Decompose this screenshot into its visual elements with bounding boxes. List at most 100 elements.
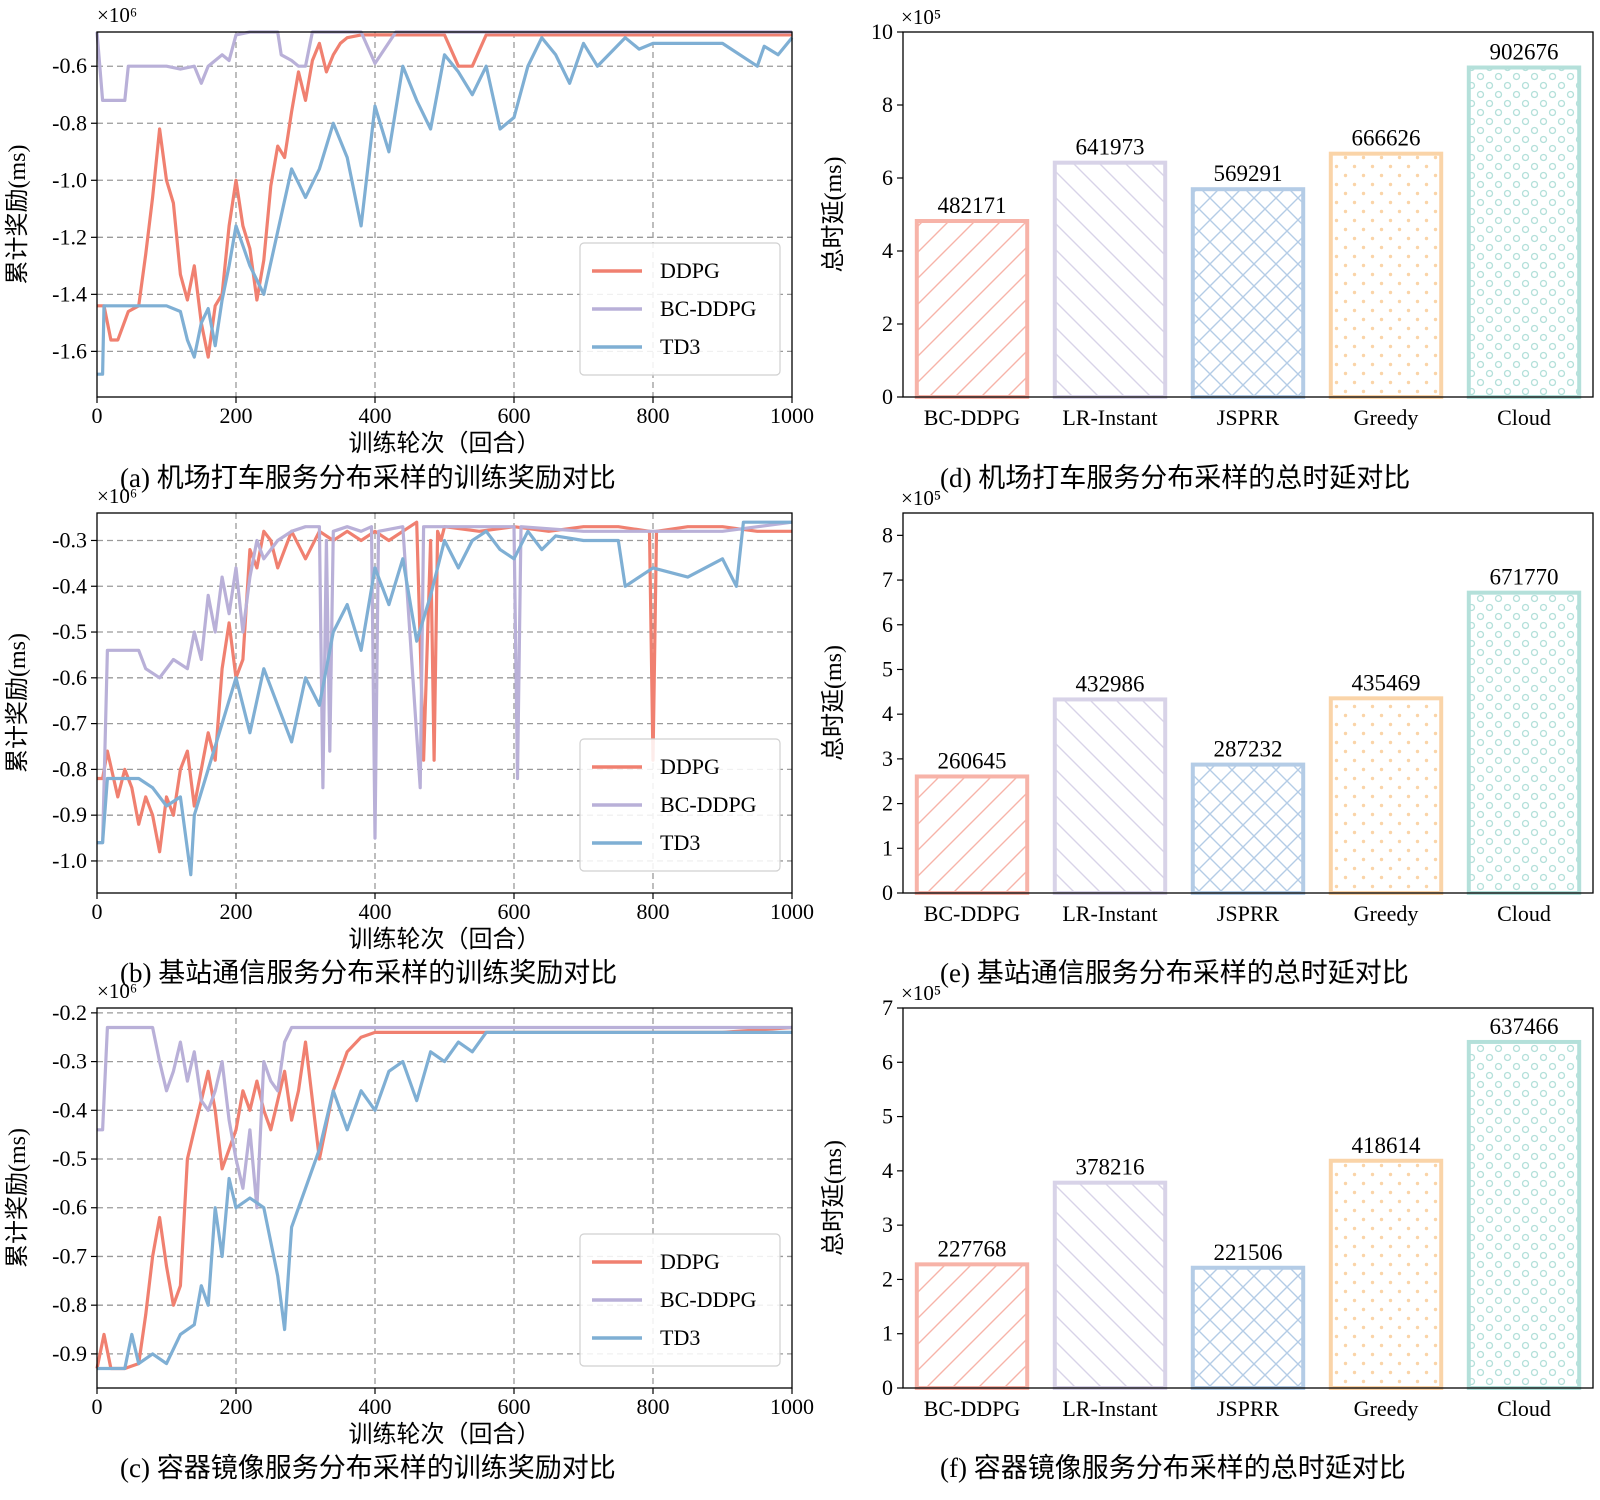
x-tick-label: 1000 — [770, 1394, 814, 1419]
y-tick-label: 6 — [882, 612, 893, 637]
x-tick-label: 600 — [498, 403, 531, 428]
y-tick-label: -0.9 — [52, 802, 87, 827]
x-category-label: JSPRR — [1217, 1396, 1280, 1421]
y-tick-label: 4 — [882, 238, 893, 263]
x-category-label: Cloud — [1497, 1396, 1551, 1421]
y-tick-label: 8 — [882, 522, 893, 547]
x-category-label: Greedy — [1354, 1396, 1419, 1421]
y-tick-label: -1.4 — [52, 281, 87, 306]
bar-jsprr — [1190, 187, 1306, 399]
legend-box — [579, 242, 781, 376]
scale-offset-label: ×10⁶ — [97, 3, 137, 27]
scale-offset-label: ×10⁵ — [901, 5, 941, 29]
x-tick-label: 200 — [220, 1394, 253, 1419]
bar-value-label: 569291 — [1214, 161, 1283, 186]
y-tick-label: 2 — [882, 1266, 893, 1291]
y-tick-label: 3 — [882, 746, 893, 771]
y-tick-label: -1.0 — [52, 167, 87, 192]
y-tick-label: -0.6 — [52, 665, 87, 690]
legend-label-ddpg: DDPG — [660, 258, 720, 283]
y-tick-label: -0.9 — [52, 1341, 87, 1366]
x-tick-label: 600 — [498, 1394, 531, 1419]
y-axis-label: 总时延(ms) — [820, 645, 847, 761]
plot-frame — [902, 1007, 1594, 1389]
x-tick-label: 0 — [92, 1394, 103, 1419]
y-tick-label: -0.8 — [52, 756, 87, 781]
bar-cloud — [1466, 590, 1582, 896]
y-tick-label: 7 — [882, 995, 893, 1020]
x-axis-label: 训练轮次（回合） — [349, 430, 541, 457]
bar-value-label: 902676 — [1490, 40, 1559, 65]
panel-a: (a) 机场打车服务分布采样的训练奖励对比 0 200 400 600 800 1000 -1… — [4, 3, 814, 493]
x-tick-label: 600 — [498, 899, 531, 924]
y-tick-label: -0.8 — [52, 110, 87, 135]
y-tick-label: -0.5 — [52, 619, 87, 644]
y-axis-label: 累计奖励(ms) — [4, 633, 31, 773]
scale-offset-label: ×10⁶ — [97, 484, 137, 508]
legend: DDPG BC-DDPG TD3 — [579, 738, 781, 872]
panel-caption: (c) 容器镜像服务分布采样的训练奖励对比 — [120, 1453, 616, 1483]
bar-greedy — [1328, 1158, 1444, 1391]
panel-caption: (d) 机场打车服务分布采样的总时延对比 — [940, 463, 1410, 493]
scale-offset-label: ×10⁵ — [901, 981, 941, 1005]
legend-label-bc-ddpg: BC-DDPG — [660, 1287, 757, 1312]
y-tick-label: -0.7 — [52, 1243, 87, 1268]
x-category-label: LR-Instant — [1062, 1396, 1157, 1421]
bar-value-label: 418614 — [1352, 1133, 1422, 1158]
y-tick-label: -0.5 — [52, 1146, 87, 1171]
y-tick-label: 4 — [882, 701, 893, 726]
bar-value-label: 641973 — [1076, 135, 1145, 160]
grid-lines — [97, 1008, 792, 1388]
legend-label-bc-ddpg: BC-DDPG — [660, 792, 757, 817]
y-tick-label: -1.2 — [52, 224, 87, 249]
legend: DDPG BC-DDPG TD3 — [579, 1233, 781, 1367]
x-category-label: BC-DDPG — [924, 405, 1021, 430]
y-tick-label: 0 — [882, 384, 893, 409]
series-line-td3 — [97, 1030, 792, 1371]
x-tick-label: 200 — [220, 899, 253, 924]
y-axis-label: 总时延(ms) — [820, 1140, 847, 1256]
x-category-label: JSPRR — [1217, 405, 1280, 430]
x-category-label: LR-Instant — [1062, 901, 1157, 926]
plot-frame — [96, 512, 793, 894]
plot-frame — [902, 31, 1594, 398]
bar-jsprr — [1190, 1265, 1306, 1391]
bar-value-label: 637466 — [1490, 1014, 1559, 1039]
y-tick-label: -0.4 — [52, 1097, 87, 1122]
x-category-label: Greedy — [1354, 405, 1419, 430]
plot-frame — [96, 31, 793, 398]
x-axis-label: 训练轮次（回合） — [349, 926, 541, 953]
series-line-ddpg — [97, 33, 792, 359]
x-tick-label: 400 — [359, 899, 392, 924]
legend-label-bc-ddpg: BC-DDPG — [660, 296, 757, 321]
x-category-label: Cloud — [1497, 405, 1551, 430]
y-tick-label: -0.7 — [52, 711, 87, 736]
y-tick-label: 6 — [882, 165, 893, 190]
x-tick-label: 0 — [92, 899, 103, 924]
bar-lr-instant — [1052, 160, 1168, 399]
series-line-bc-ddpg — [97, 1025, 792, 1210]
y-tick-label: 6 — [882, 1049, 893, 1074]
y-tick-label: 1 — [882, 835, 893, 860]
y-axis-label: 累计奖励(ms) — [4, 1128, 31, 1268]
x-category-label: Cloud — [1497, 901, 1551, 926]
y-tick-label: 8 — [882, 92, 893, 117]
panel-f: (f) 容器镜像服务分布采样的总时延对比 227768 BC-DDPG 378216 L… — [820, 981, 1594, 1483]
panel-c: (c) 容器镜像服务分布采样的训练奖励对比 0 200 400 600 800 1000 -0… — [4, 979, 814, 1483]
plot-frame — [96, 1007, 793, 1389]
y-tick-label: -0.3 — [52, 527, 87, 552]
x-tick-label: 400 — [359, 403, 392, 428]
bar-bc-ddpg — [914, 1262, 1030, 1390]
legend-label-td3: TD3 — [660, 1325, 700, 1350]
bar-value-label: 666626 — [1352, 126, 1421, 151]
panel-caption: (e) 基站通信服务分布采样的总时延对比 — [940, 958, 1409, 988]
legend-box — [579, 1233, 781, 1367]
scale-offset-label: ×10⁶ — [97, 979, 137, 1003]
y-tick-label: 5 — [882, 1104, 893, 1129]
legend: DDPG BC-DDPG TD3 — [579, 242, 781, 376]
y-tick-label: 2 — [882, 791, 893, 816]
legend-box — [579, 738, 781, 872]
y-tick-label: 7 — [882, 567, 893, 592]
y-tick-label: -0.2 — [52, 1000, 87, 1025]
